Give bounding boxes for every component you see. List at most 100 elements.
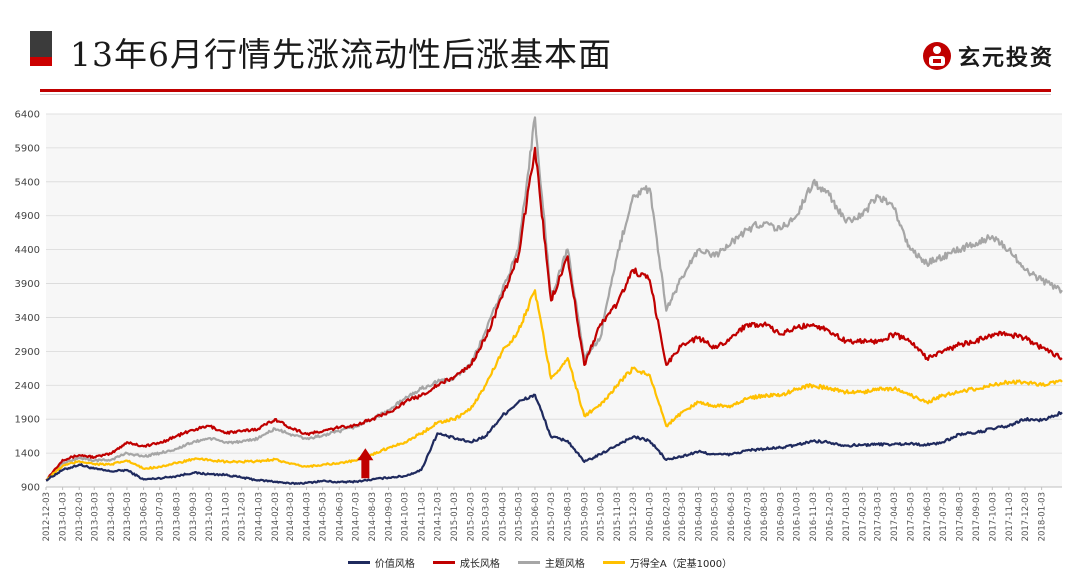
x-tick-label: 2014-12-03	[433, 492, 443, 541]
x-tick-label: 2015-02-03	[467, 492, 477, 541]
x-tick-label: 2014-08-03	[368, 492, 378, 541]
page-title: 13年6月行情先涨流动性后涨基本面	[70, 35, 612, 74]
x-tick-label: 2015-09-03	[580, 492, 590, 541]
x-tick-label: 2017-10-03	[988, 492, 998, 541]
y-tick-label: 4400	[15, 245, 40, 256]
x-tick-label: 2013-09-03	[189, 492, 199, 541]
x-tick-label: 2013-08-03	[172, 492, 182, 541]
x-tick-label: 2016-01-03	[646, 492, 656, 541]
x-tick-label: 2015-11-03	[613, 492, 623, 541]
legend-swatch-theme	[517, 560, 540, 564]
x-tick-label: 2013-11-03	[222, 492, 232, 541]
y-tick-label: 1900	[15, 415, 40, 426]
chart-legend: 价值风格 成长风格 主题风格 万得全A（定基1000）	[0, 552, 1080, 572]
legend-swatch-value	[347, 560, 370, 564]
x-tick-label: 2016-03-03	[678, 492, 688, 541]
legend-item-theme: 主题风格	[517, 555, 585, 570]
x-tick-label: 2014-04-03	[303, 492, 313, 541]
x-tick-label: 2013-03-03	[90, 492, 100, 541]
x-tick-label: 2015-03-03	[482, 492, 492, 541]
x-tick-label: 2014-10-03	[401, 492, 411, 541]
x-tick-label: 2013-05-03	[123, 492, 133, 541]
brand-name: 玄元投资	[958, 45, 1055, 71]
x-tick-label: 2014-01-03	[254, 492, 264, 541]
x-tick-label: 2013-12-03	[238, 492, 248, 541]
legend-item-value: 价值风格	[347, 555, 415, 570]
x-tick-label: 2016-05-03	[711, 492, 721, 541]
x-tick-label: 2017-06-03	[923, 492, 933, 541]
x-tick-label: 2015-08-03	[564, 492, 574, 541]
x-tick-label: 2016-02-03	[662, 492, 672, 541]
brand-logo: 玄元投资	[920, 38, 1054, 74]
line-chart: 900 1400 1900 2400 2900 3400 3900 4400 4900 5400 5…	[15, 110, 1063, 541]
legend-label-wind-all-a: 万得全A（定基1000）	[629, 558, 733, 570]
legend-item-wind-all-a: 万得全A（定基1000）	[602, 555, 733, 570]
x-tick-label: 2017-01-03	[842, 492, 852, 541]
y-tick-label: 4900	[15, 211, 40, 222]
x-tick-label: 2017-04-03	[890, 492, 900, 541]
y-tick-label: 1400	[15, 449, 40, 460]
x-tick-label: 2013-10-03	[205, 492, 215, 541]
y-tick-label: 900	[21, 483, 40, 494]
x-tick-label: 2017-08-03	[956, 492, 966, 541]
legend-label-theme: 主题风格	[544, 558, 585, 570]
page-header: 13年6月行情先涨流动性后涨基本面 玄元投资	[0, 0, 1080, 100]
legend-swatch-wind-all-a	[602, 560, 625, 564]
x-tick-label: 2016-11-03	[809, 492, 819, 541]
x-tick-label: 2013-02-03	[75, 492, 85, 541]
header-divider-red	[40, 89, 1051, 92]
y-tick-label: 3900	[15, 279, 40, 290]
legend-item-growth: 成长风格	[432, 555, 500, 570]
y-tick-label: 5400	[15, 177, 40, 188]
legend-label-growth: 成长风格	[459, 558, 500, 570]
x-tick-label: 2013-06-03	[140, 492, 150, 541]
x-tick-label: 2012-12-03	[42, 492, 52, 541]
x-tick-label: 2015-07-03	[547, 492, 557, 541]
x-tick-label: 2014-11-03	[417, 492, 427, 541]
legend-label-value: 价值风格	[374, 558, 415, 570]
x-tick-label: 2015-12-03	[629, 492, 639, 541]
x-tick-label: 2014-06-03	[335, 492, 345, 541]
x-tick-label: 2014-09-03	[385, 492, 395, 541]
y-tick-label: 6400	[15, 110, 40, 121]
series-line	[45, 289, 1063, 482]
y-tick-label: 2900	[15, 347, 40, 358]
plot-background	[46, 114, 1062, 487]
brand-seal-icon	[923, 42, 951, 70]
y-tick-label: 2400	[15, 381, 40, 392]
x-tick-label: 2016-04-03	[694, 492, 704, 541]
x-tick-label: 2015-05-03	[514, 492, 524, 541]
title-marker-dark	[30, 31, 52, 57]
x-tick-label: 2016-07-03	[743, 492, 753, 541]
x-tick-label: 2015-10-03	[596, 492, 606, 541]
y-tick-label: 5900	[15, 143, 40, 154]
series-line	[45, 146, 1063, 482]
x-tick-label: 2014-02-03	[271, 492, 281, 541]
x-tick-label: 2013-04-03	[107, 492, 117, 541]
x-tick-label: 2014-03-03	[286, 492, 296, 541]
x-tick-label: 2016-08-03	[760, 492, 770, 541]
header-divider-grey	[40, 94, 1051, 95]
legend-swatch-growth	[432, 560, 455, 564]
x-tick-label: 2016-06-03	[727, 492, 737, 541]
x-tick-label: 2015-01-03	[450, 492, 460, 541]
x-tick-label: 2014-07-03	[351, 492, 361, 541]
x-tick-label: 2014-05-03	[319, 492, 329, 541]
x-tick-label: 2017-09-03	[972, 492, 982, 541]
x-tick-label: 2017-07-03	[939, 492, 949, 541]
title-marker-red	[30, 57, 52, 66]
x-tick-label: 2017-11-03	[1005, 492, 1015, 541]
x-tick-label: 2016-12-03	[825, 492, 835, 541]
x-tick-label: 2016-09-03	[777, 492, 787, 541]
up-arrow-annotation	[357, 448, 374, 479]
x-tick-label: 2018-01-03	[1038, 492, 1048, 541]
x-tick-label: 2017-12-03	[1021, 492, 1031, 541]
x-tick-label: 2015-04-03	[498, 492, 508, 541]
x-tick-label: 2017-03-03	[874, 492, 884, 541]
x-tick-label: 2017-02-03	[859, 492, 869, 541]
x-tick-label: 2015-06-03	[531, 492, 541, 541]
series-line	[45, 393, 1063, 486]
x-tick-label: 2017-05-03	[906, 492, 916, 541]
x-tick-label: 2013-01-03	[59, 492, 69, 541]
x-tick-label: 2013-07-03	[156, 492, 166, 541]
